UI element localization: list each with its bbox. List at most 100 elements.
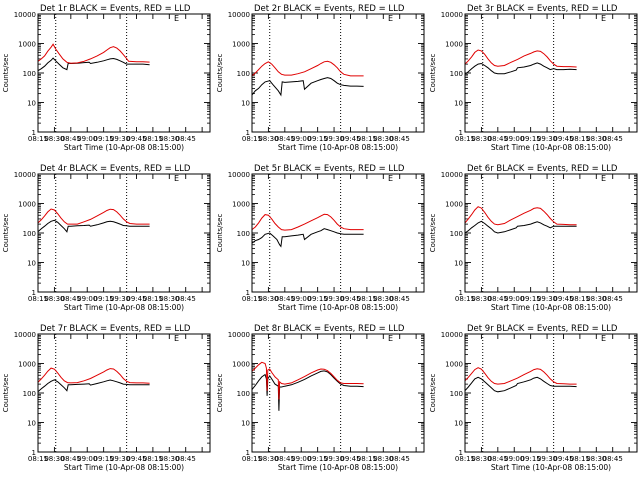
x-tick-label: 08:30 bbox=[586, 135, 606, 143]
x-tick-label: 09:15 bbox=[94, 455, 114, 463]
plot-frame bbox=[37, 173, 211, 293]
x-axis-label: Start Time (10-Apr-08 08:15:00) bbox=[64, 463, 184, 472]
x-tick-label: 09:15 bbox=[308, 135, 328, 143]
x-tick-label: 09:00 bbox=[504, 455, 524, 463]
x-tick-label: 08:45 bbox=[275, 135, 295, 143]
plot-frame bbox=[251, 173, 425, 293]
x-tick-label: 08:15 bbox=[455, 295, 475, 303]
y-axis-label: Counts/sec bbox=[429, 374, 437, 413]
y-tick-label: 10 bbox=[454, 260, 463, 268]
y-axis-label: Counts/sec bbox=[2, 214, 10, 253]
x-axis-label: Start Time (10-Apr-08 08:15:00) bbox=[64, 303, 184, 312]
y-tick-label: 1 bbox=[246, 129, 250, 137]
panel-title: Det 4r BLACK = Events, RED = LLD bbox=[40, 164, 191, 174]
x-tick-label: 09:45 bbox=[126, 295, 146, 303]
panel-title: Det 7r BLACK = Events, RED = LLD bbox=[40, 324, 191, 334]
x-tick-label: 09:00 bbox=[504, 135, 524, 143]
y-tick-label: 10 bbox=[27, 260, 36, 268]
y-tick-label: 100 bbox=[23, 390, 36, 398]
y-tick-label: 10 bbox=[241, 420, 250, 428]
x-tick-label: 08:30 bbox=[373, 295, 393, 303]
y-tick-label: 1 bbox=[246, 449, 250, 457]
x-tick-label: 08:30 bbox=[44, 455, 64, 463]
x-tick-label: 08:15 bbox=[28, 295, 48, 303]
x-tick-label: 08:30 bbox=[159, 135, 179, 143]
y-tick-label: 100 bbox=[23, 230, 36, 238]
x-axis-label: Start Time (10-Apr-08 08:15:00) bbox=[278, 303, 398, 312]
x-tick-label: 09:30 bbox=[324, 135, 344, 143]
panel-title: Det 1r BLACK = Events, RED = LLD bbox=[40, 4, 191, 14]
x-tick-label: 09:45 bbox=[340, 295, 360, 303]
series-line-lld bbox=[464, 367, 577, 385]
y-tick-label: 10000 bbox=[228, 171, 250, 179]
x-tick-label: 08:15 bbox=[28, 135, 48, 143]
panel-title: Det 6r BLACK = Events, RED = LLD bbox=[467, 164, 618, 174]
series-line-events bbox=[37, 219, 150, 233]
x-tick-label: 08:45 bbox=[488, 295, 508, 303]
y-tick-label: 1 bbox=[246, 289, 250, 297]
x-tick-label: 08:30 bbox=[44, 135, 64, 143]
x-tick-label: 08:15 bbox=[570, 135, 590, 143]
x-tick-label: 08:30 bbox=[471, 455, 491, 463]
x-tick-label: 08:45 bbox=[61, 135, 81, 143]
x-tick-label: 09:00 bbox=[291, 455, 311, 463]
x-tick-label: 09:00 bbox=[291, 135, 311, 143]
x-tick-label: 08:45 bbox=[488, 135, 508, 143]
series-line-lld bbox=[251, 60, 364, 77]
y-tick-label: 100 bbox=[23, 70, 36, 78]
plot-frame bbox=[464, 13, 638, 133]
y-axis-label: Counts/sec bbox=[2, 374, 10, 413]
x-tick-label: 08:15 bbox=[242, 455, 262, 463]
panel-corner-label: E bbox=[601, 14, 606, 23]
y-tick-label: 100 bbox=[237, 390, 250, 398]
y-tick-label: 10 bbox=[27, 420, 36, 428]
x-tick-label: 08:45 bbox=[390, 295, 410, 303]
y-tick-label: 1000 bbox=[445, 201, 463, 209]
series-line-events bbox=[464, 220, 577, 234]
x-tick-label: 08:15 bbox=[242, 295, 262, 303]
x-tick-label: 08:30 bbox=[586, 455, 606, 463]
x-tick-label: 09:15 bbox=[521, 135, 541, 143]
x-tick-label: 09:45 bbox=[553, 135, 573, 143]
x-tick-label: 09:15 bbox=[521, 455, 541, 463]
y-tick-label: 1000 bbox=[445, 361, 463, 369]
x-tick-label: 08:15 bbox=[242, 135, 262, 143]
y-tick-label: 10000 bbox=[228, 331, 250, 339]
x-tick-label: 09:15 bbox=[94, 295, 114, 303]
x-tick-label: 08:15 bbox=[357, 295, 377, 303]
panel-corner-label: E bbox=[601, 334, 606, 343]
x-axis-label: Start Time (10-Apr-08 08:15:00) bbox=[64, 143, 184, 152]
x-tick-label: 08:30 bbox=[258, 135, 278, 143]
y-tick-label: 10000 bbox=[14, 331, 36, 339]
y-tick-label: 1 bbox=[32, 449, 36, 457]
x-tick-label: 08:30 bbox=[373, 135, 393, 143]
panel-corner-label: E bbox=[388, 174, 393, 183]
x-tick-label: 08:30 bbox=[258, 455, 278, 463]
y-tick-label: 1 bbox=[32, 129, 36, 137]
x-tick-label: 08:45 bbox=[603, 455, 623, 463]
series-line-lld bbox=[464, 49, 577, 68]
panel-title: Det 2r BLACK = Events, RED = LLD bbox=[254, 4, 405, 14]
y-tick-label: 10000 bbox=[228, 11, 250, 19]
plot-frame bbox=[464, 173, 638, 293]
x-tick-label: 08:30 bbox=[258, 295, 278, 303]
x-tick-label: 09:00 bbox=[291, 295, 311, 303]
x-tick-label: 08:45 bbox=[603, 135, 623, 143]
x-tick-label: 08:45 bbox=[390, 455, 410, 463]
x-tick-label: 09:45 bbox=[126, 135, 146, 143]
x-tick-label: 09:15 bbox=[521, 295, 541, 303]
x-tick-label: 09:00 bbox=[77, 295, 97, 303]
x-tick-label: 08:15 bbox=[570, 295, 590, 303]
x-tick-label: 09:45 bbox=[553, 455, 573, 463]
y-axis-label: Counts/sec bbox=[429, 54, 437, 93]
plot-frame bbox=[464, 333, 638, 453]
series-line-lld bbox=[464, 206, 577, 226]
y-tick-label: 10000 bbox=[14, 171, 36, 179]
x-axis-label: Start Time (10-Apr-08 08:15:00) bbox=[491, 303, 611, 312]
